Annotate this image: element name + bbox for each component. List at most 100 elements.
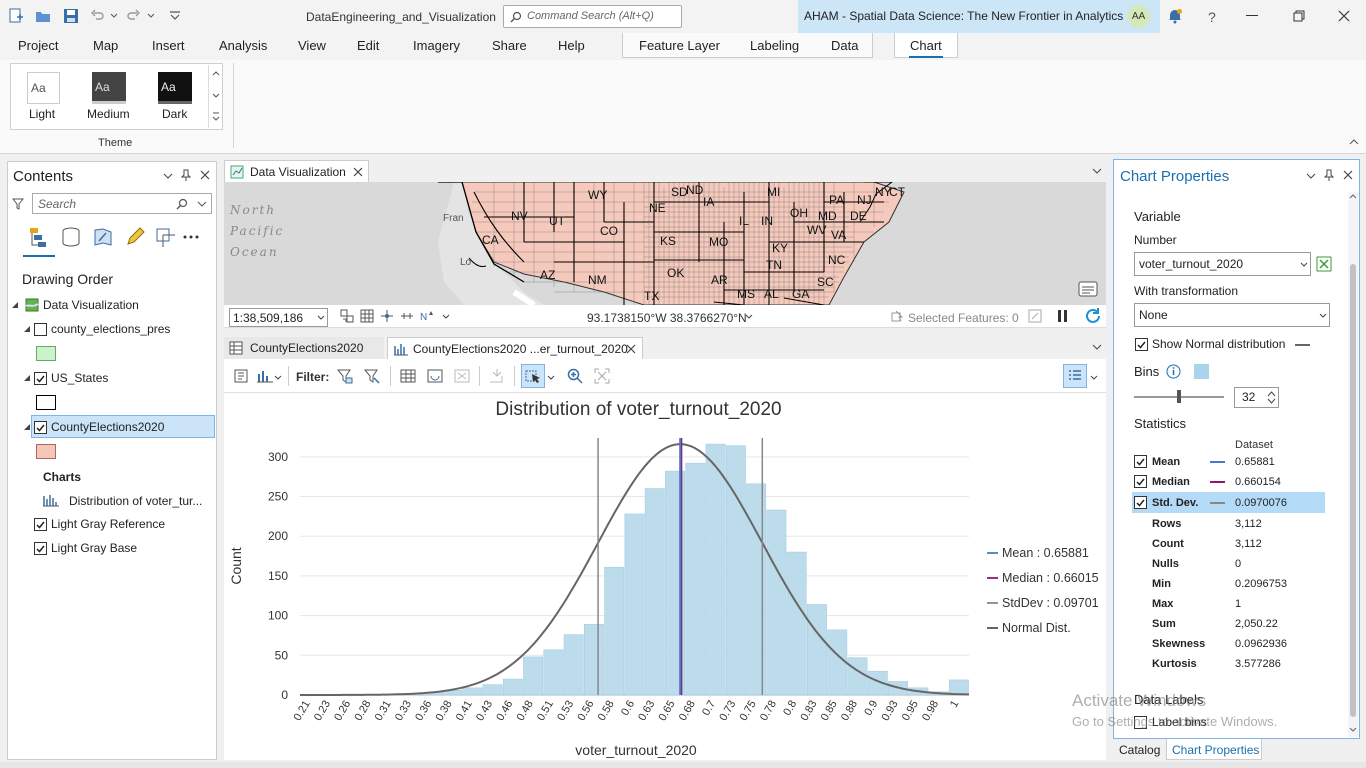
- full-extent-icon[interactable]: [593, 367, 611, 385]
- notification-icon[interactable]: [1166, 7, 1184, 25]
- median-checkbox[interactable]: [1134, 475, 1147, 488]
- tab-project[interactable]: Project: [18, 38, 59, 53]
- layer-data-visualization[interactable]: Data Visualization: [43, 298, 139, 312]
- export-icon[interactable]: [487, 367, 505, 385]
- collapse-ribbon-icon[interactable]: [1348, 137, 1360, 147]
- histogram-bar[interactable]: [948, 679, 969, 696]
- expand-us-states-icon[interactable]: [23, 373, 31, 383]
- filter-selection-icon[interactable]: [363, 367, 381, 385]
- more-options-icon[interactable]: [182, 230, 200, 244]
- legend-dropdown-icon[interactable]: [1090, 374, 1098, 380]
- clear-selection-icon[interactable]: [1027, 308, 1043, 324]
- properties-scrollbar[interactable]: [1348, 192, 1358, 737]
- chart-tab[interactable]: CountyElections2020 ...er_turnout_2020: [387, 337, 643, 359]
- histogram-bar[interactable]: [644, 488, 665, 696]
- histogram-bar[interactable]: [827, 629, 848, 696]
- status-dropdown-icon[interactable]: [441, 312, 451, 320]
- list-by-snapping-icon[interactable]: [154, 225, 176, 249]
- expand-data-visualization-icon[interactable]: [11, 300, 19, 310]
- new-project-icon[interactable]: [6, 7, 26, 25]
- tab-insert[interactable]: Insert: [152, 38, 185, 53]
- map-canvas[interactable]: North Pacific Ocean Fran Lo WY SD ND MI NY CT…: [224, 182, 1106, 305]
- layer-us-states[interactable]: US_States: [51, 371, 109, 385]
- pause-drawing-icon[interactable]: [1055, 308, 1071, 324]
- histogram-bar[interactable]: [847, 657, 868, 696]
- std-dev-line-swatch[interactable]: [1210, 502, 1225, 504]
- switch-selection-icon[interactable]: [426, 367, 444, 385]
- grid-icon[interactable]: [339, 308, 355, 324]
- search-dropdown-icon[interactable]: [196, 199, 208, 209]
- contents-menu-icon[interactable]: [162, 170, 174, 182]
- histogram-bar[interactable]: [523, 656, 544, 696]
- tab-catalog[interactable]: Catalog: [1119, 743, 1161, 757]
- tab-view[interactable]: View: [298, 38, 326, 53]
- map-overview-icon[interactable]: [1077, 280, 1099, 298]
- bin-color-swatch[interactable]: [1194, 364, 1209, 379]
- number-field-select[interactable]: voter_turnout_2020: [1134, 252, 1311, 276]
- std-dev-checkbox[interactable]: [1134, 496, 1147, 509]
- light-gray-reference-checkbox[interactable]: [34, 518, 47, 531]
- chart-tabs-dropdown-icon[interactable]: [1091, 342, 1103, 352]
- contents-search-box[interactable]: Search: [32, 193, 212, 214]
- scroll-down-icon[interactable]: [1349, 727, 1357, 732]
- tab-imagery[interactable]: Imagery: [413, 38, 460, 53]
- refresh-icon[interactable]: [1083, 307, 1103, 325]
- redo-icon[interactable]: [126, 7, 142, 25]
- scroll-up-icon[interactable]: [1349, 194, 1357, 199]
- save-icon[interactable]: [60, 7, 82, 25]
- histogram-bar[interactable]: [563, 634, 584, 696]
- histogram-bar[interactable]: [502, 678, 523, 696]
- properties-menu-icon[interactable]: [1305, 170, 1317, 182]
- open-project-icon[interactable]: [33, 7, 53, 25]
- help-button[interactable]: ?: [1208, 9, 1216, 25]
- legend-toggle-icon[interactable]: [1066, 367, 1084, 385]
- layer-light-gray-reference[interactable]: Light Gray Reference: [51, 517, 166, 531]
- light-gray-base-checkbox[interactable]: [34, 542, 47, 555]
- histogram-bar[interactable]: [584, 624, 604, 696]
- zoom-in-icon[interactable]: [566, 367, 584, 385]
- histogram-bar[interactable]: [725, 445, 746, 696]
- list-by-editing-icon[interactable]: [123, 225, 147, 249]
- user-avatar[interactable]: AA: [1127, 5, 1150, 28]
- add-chart-icon[interactable]: [256, 367, 274, 385]
- properties-pin-icon[interactable]: [1323, 168, 1335, 182]
- county-elections-2020-checkbox[interactable]: [34, 421, 47, 434]
- close-window-icon[interactable]: [1335, 8, 1353, 24]
- histogram-bar[interactable]: [746, 483, 767, 696]
- histogram-bar[interactable]: [705, 443, 726, 696]
- close-pane-icon[interactable]: [199, 169, 211, 181]
- map-tabs-dropdown-icon[interactable]: [1091, 166, 1103, 176]
- county-elections-pres-checkbox[interactable]: [34, 323, 47, 336]
- map-view-tab[interactable]: Data Visualization: [224, 160, 369, 182]
- transformation-select[interactable]: None: [1134, 303, 1330, 327]
- layer-light-gray-base[interactable]: Light Gray Base: [51, 541, 138, 555]
- mean-checkbox[interactable]: [1134, 455, 1147, 468]
- histogram-bar[interactable]: [766, 509, 787, 696]
- list-by-selection-icon[interactable]: [91, 225, 115, 249]
- histogram-chart[interactable]: Distribution of voter_turnout_2020 0 50 100…: [224, 393, 1106, 760]
- close-chart-tab-icon[interactable]: [625, 343, 636, 354]
- expand-county-elections-2020-icon[interactable]: [23, 422, 31, 432]
- gallery-scroll[interactable]: [208, 65, 222, 128]
- redo-dropdown-icon[interactable]: [146, 10, 156, 22]
- clear-field-icon[interactable]: [1316, 256, 1332, 272]
- bins-input[interactable]: 32: [1234, 387, 1279, 408]
- bins-slider-thumb[interactable]: [1177, 390, 1181, 403]
- histogram-bar[interactable]: [624, 513, 645, 696]
- histogram-bar[interactable]: [482, 684, 503, 696]
- command-search[interactable]: Command Search (Alt+Q): [503, 5, 682, 28]
- properties-icon[interactable]: [232, 367, 250, 385]
- mean-line-swatch[interactable]: [1210, 461, 1225, 463]
- bins-info-icon[interactable]: [1165, 363, 1181, 379]
- us-states-checkbox[interactable]: [34, 372, 47, 385]
- north-arrow-icon[interactable]: N: [418, 308, 436, 324]
- select-tool-icon[interactable]: [524, 367, 542, 385]
- histogram-bar[interactable]: [462, 687, 483, 696]
- tab-feature-layer[interactable]: Feature Layer: [639, 38, 720, 53]
- scale-selector[interactable]: 1:38,509,186: [229, 308, 328, 327]
- customize-toolbar-icon[interactable]: [168, 9, 182, 23]
- histogram-bar[interactable]: [543, 649, 564, 696]
- label-bins-checkbox[interactable]: [1134, 716, 1147, 729]
- theme-dark-button[interactable]: Aa Dark: [150, 69, 200, 125]
- tab-help[interactable]: Help: [558, 38, 585, 53]
